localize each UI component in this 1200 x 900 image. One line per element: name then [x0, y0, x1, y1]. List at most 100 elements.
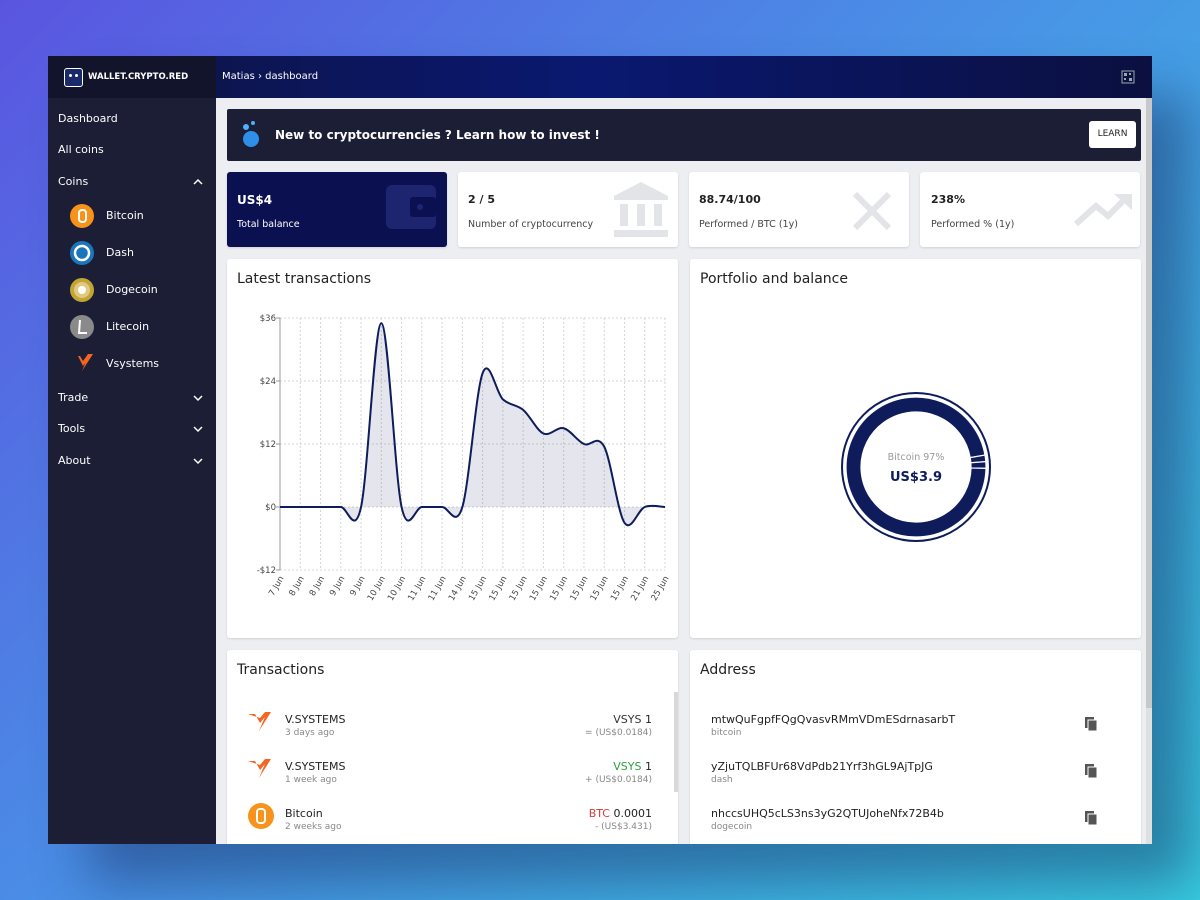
list-scrollbar[interactable] [674, 692, 678, 792]
tx-time: 3 days ago [285, 728, 335, 738]
x-tick-label: 25 Jun [650, 575, 672, 603]
x-tick-label: 8 Jun [287, 575, 306, 599]
x-tick-label: 15 Jun [487, 575, 509, 603]
y-tick-label: $12 [260, 440, 276, 450]
center-label: Bitcoin 97% [888, 452, 945, 463]
tx-name: V.SYSTEMS [285, 760, 346, 773]
x-tick-label: 10 Jun [386, 575, 408, 603]
x-tick-label: 21 Jun [629, 575, 651, 603]
x-tick-label: 11 Jun [406, 575, 428, 603]
tx-amount: VSYS 1 [428, 760, 652, 773]
x-tick-label: 9 Jun [348, 575, 367, 599]
tx-usd: = (US$0.0184) [585, 728, 652, 738]
breadcrumb[interactable]: Matias › dashboard [222, 71, 319, 82]
nav-item[interactable]: Tools [58, 422, 86, 435]
tx-currency: BTC [588, 807, 610, 820]
address-coin: bitcoin [711, 728, 742, 738]
trend-icon [1074, 193, 1132, 227]
address: mtwQuFgpfFQgQvasvRMmVDmESdrnasarbT [711, 713, 956, 726]
nav-item[interactable]: All coins [58, 143, 104, 156]
tx-name: V.SYSTEMS [285, 713, 346, 726]
tx-name: Bitcoin [285, 807, 323, 820]
tx-time: 1 week ago [285, 775, 337, 785]
stat-label: Total balance [237, 219, 300, 230]
x-tick-label: 8 Jun [308, 575, 327, 599]
x-tick-label: 15 Jun [528, 575, 550, 603]
stat-value: 238% [931, 193, 965, 206]
x-tick-label: 15 Jun [609, 575, 631, 603]
transactions-card [227, 650, 678, 844]
tx-time: 2 weeks ago [285, 822, 342, 832]
x-tick-label: 15 Jun [568, 575, 590, 603]
stat-label: Performed % (1y) [931, 219, 1015, 230]
tx-value: 1 [645, 760, 652, 773]
coin-icons [70, 204, 94, 371]
bank-icon [614, 182, 668, 237]
line [280, 322, 666, 527]
tx-usd: - (US$3.431) [595, 822, 652, 832]
card-title: Latest transactions [237, 271, 372, 287]
app-window: WALLET.CRYPTO.RED Matias › dashboard Das… [48, 56, 1152, 844]
card-title: Transactions [237, 662, 325, 678]
copy-icons[interactable] [1084, 716, 1100, 826]
address-coin: dash [711, 775, 733, 785]
x-icon [852, 191, 892, 231]
learn-button[interactable]: LEARN [1089, 121, 1136, 148]
wallet-icon [386, 185, 436, 229]
nav-coin[interactable]: Vsystems [106, 357, 160, 370]
card-title: Portfolio and balance [700, 271, 848, 287]
qr-icon[interactable] [1121, 70, 1135, 84]
stat-value: US$4 [237, 193, 273, 207]
x-tick-label: 15 Jun [508, 575, 530, 603]
banner-text: New to cryptocurrencies ? Learn how to i… [275, 128, 600, 142]
nav-item[interactable]: About [58, 454, 91, 467]
y-tick-label: $36 [260, 314, 276, 324]
stat-value: 2 / 5 [468, 193, 495, 206]
donut-outline [841, 392, 991, 542]
address: nhccsUHQ5cLS3ns3yG2QTUJoheNfx72B4b [711, 807, 944, 820]
tx-currency: VSYS [613, 760, 642, 773]
chart-card [690, 259, 1141, 638]
top-bar [216, 56, 1152, 98]
x-tick-label: 9 Jun [328, 575, 347, 599]
brand[interactable]: WALLET.CRYPTO.RED [88, 72, 189, 82]
stat-value: 88.74/100 [699, 193, 761, 206]
sidebar [48, 56, 216, 844]
x-tick-label: 11 Jun [427, 575, 449, 603]
tx-amount: VSYS 1 [428, 713, 652, 726]
chevrons-down[interactable] [192, 393, 204, 473]
nav-coin[interactable]: Bitcoin [106, 209, 144, 222]
banner-icon [243, 121, 259, 147]
tx-icons [248, 712, 274, 829]
scrollbar[interactable] [1146, 98, 1152, 844]
banner [227, 109, 1141, 161]
nav-coin[interactable]: Litecoin [106, 320, 150, 333]
nav-coin[interactable]: Dogecoin [106, 283, 158, 296]
donut-segment [970, 460, 987, 469]
tx-currency: VSYS [613, 713, 642, 726]
logo-icon [64, 68, 83, 87]
address-coin: dogecoin [711, 822, 753, 832]
x-tick-label: 15 Jun [467, 575, 489, 603]
nav-item[interactable]: Trade [58, 391, 89, 404]
nav-coin[interactable]: Dash [106, 246, 134, 259]
y-tick-label: $24 [260, 377, 276, 387]
donut-segment [845, 396, 987, 538]
tx-amount: BTC 0.0001 [428, 807, 652, 820]
tx-usd: + (US$0.0184) [585, 775, 652, 785]
donut-chart: Bitcoin 97% US$3.9 [841, 392, 991, 542]
x-tick-label: 7 Jun [267, 575, 286, 599]
x-tick-label: 15 Jun [548, 575, 570, 603]
address: yZjuTQLBFUr68VdPdb21Yrf3hGL9AjTpJG [711, 760, 933, 773]
chevron-up[interactable] [192, 177, 204, 187]
x-tick-label: 10 Jun [366, 575, 388, 603]
center-value: US$3.9 [890, 470, 942, 485]
line-chart: -$12$0$12$24$367 Jun 8 Jun 8 Jun 9 Jun 9 Jun… [257, 314, 672, 603]
nav-item[interactable]: Coins [58, 175, 89, 188]
x-tick-label: 14 Jun [447, 575, 469, 603]
stat-label: Performed / BTC (1y) [699, 219, 798, 230]
chart-card [227, 259, 678, 638]
nav-item[interactable]: Dashboard [58, 112, 118, 125]
card-title: Address [700, 662, 756, 678]
